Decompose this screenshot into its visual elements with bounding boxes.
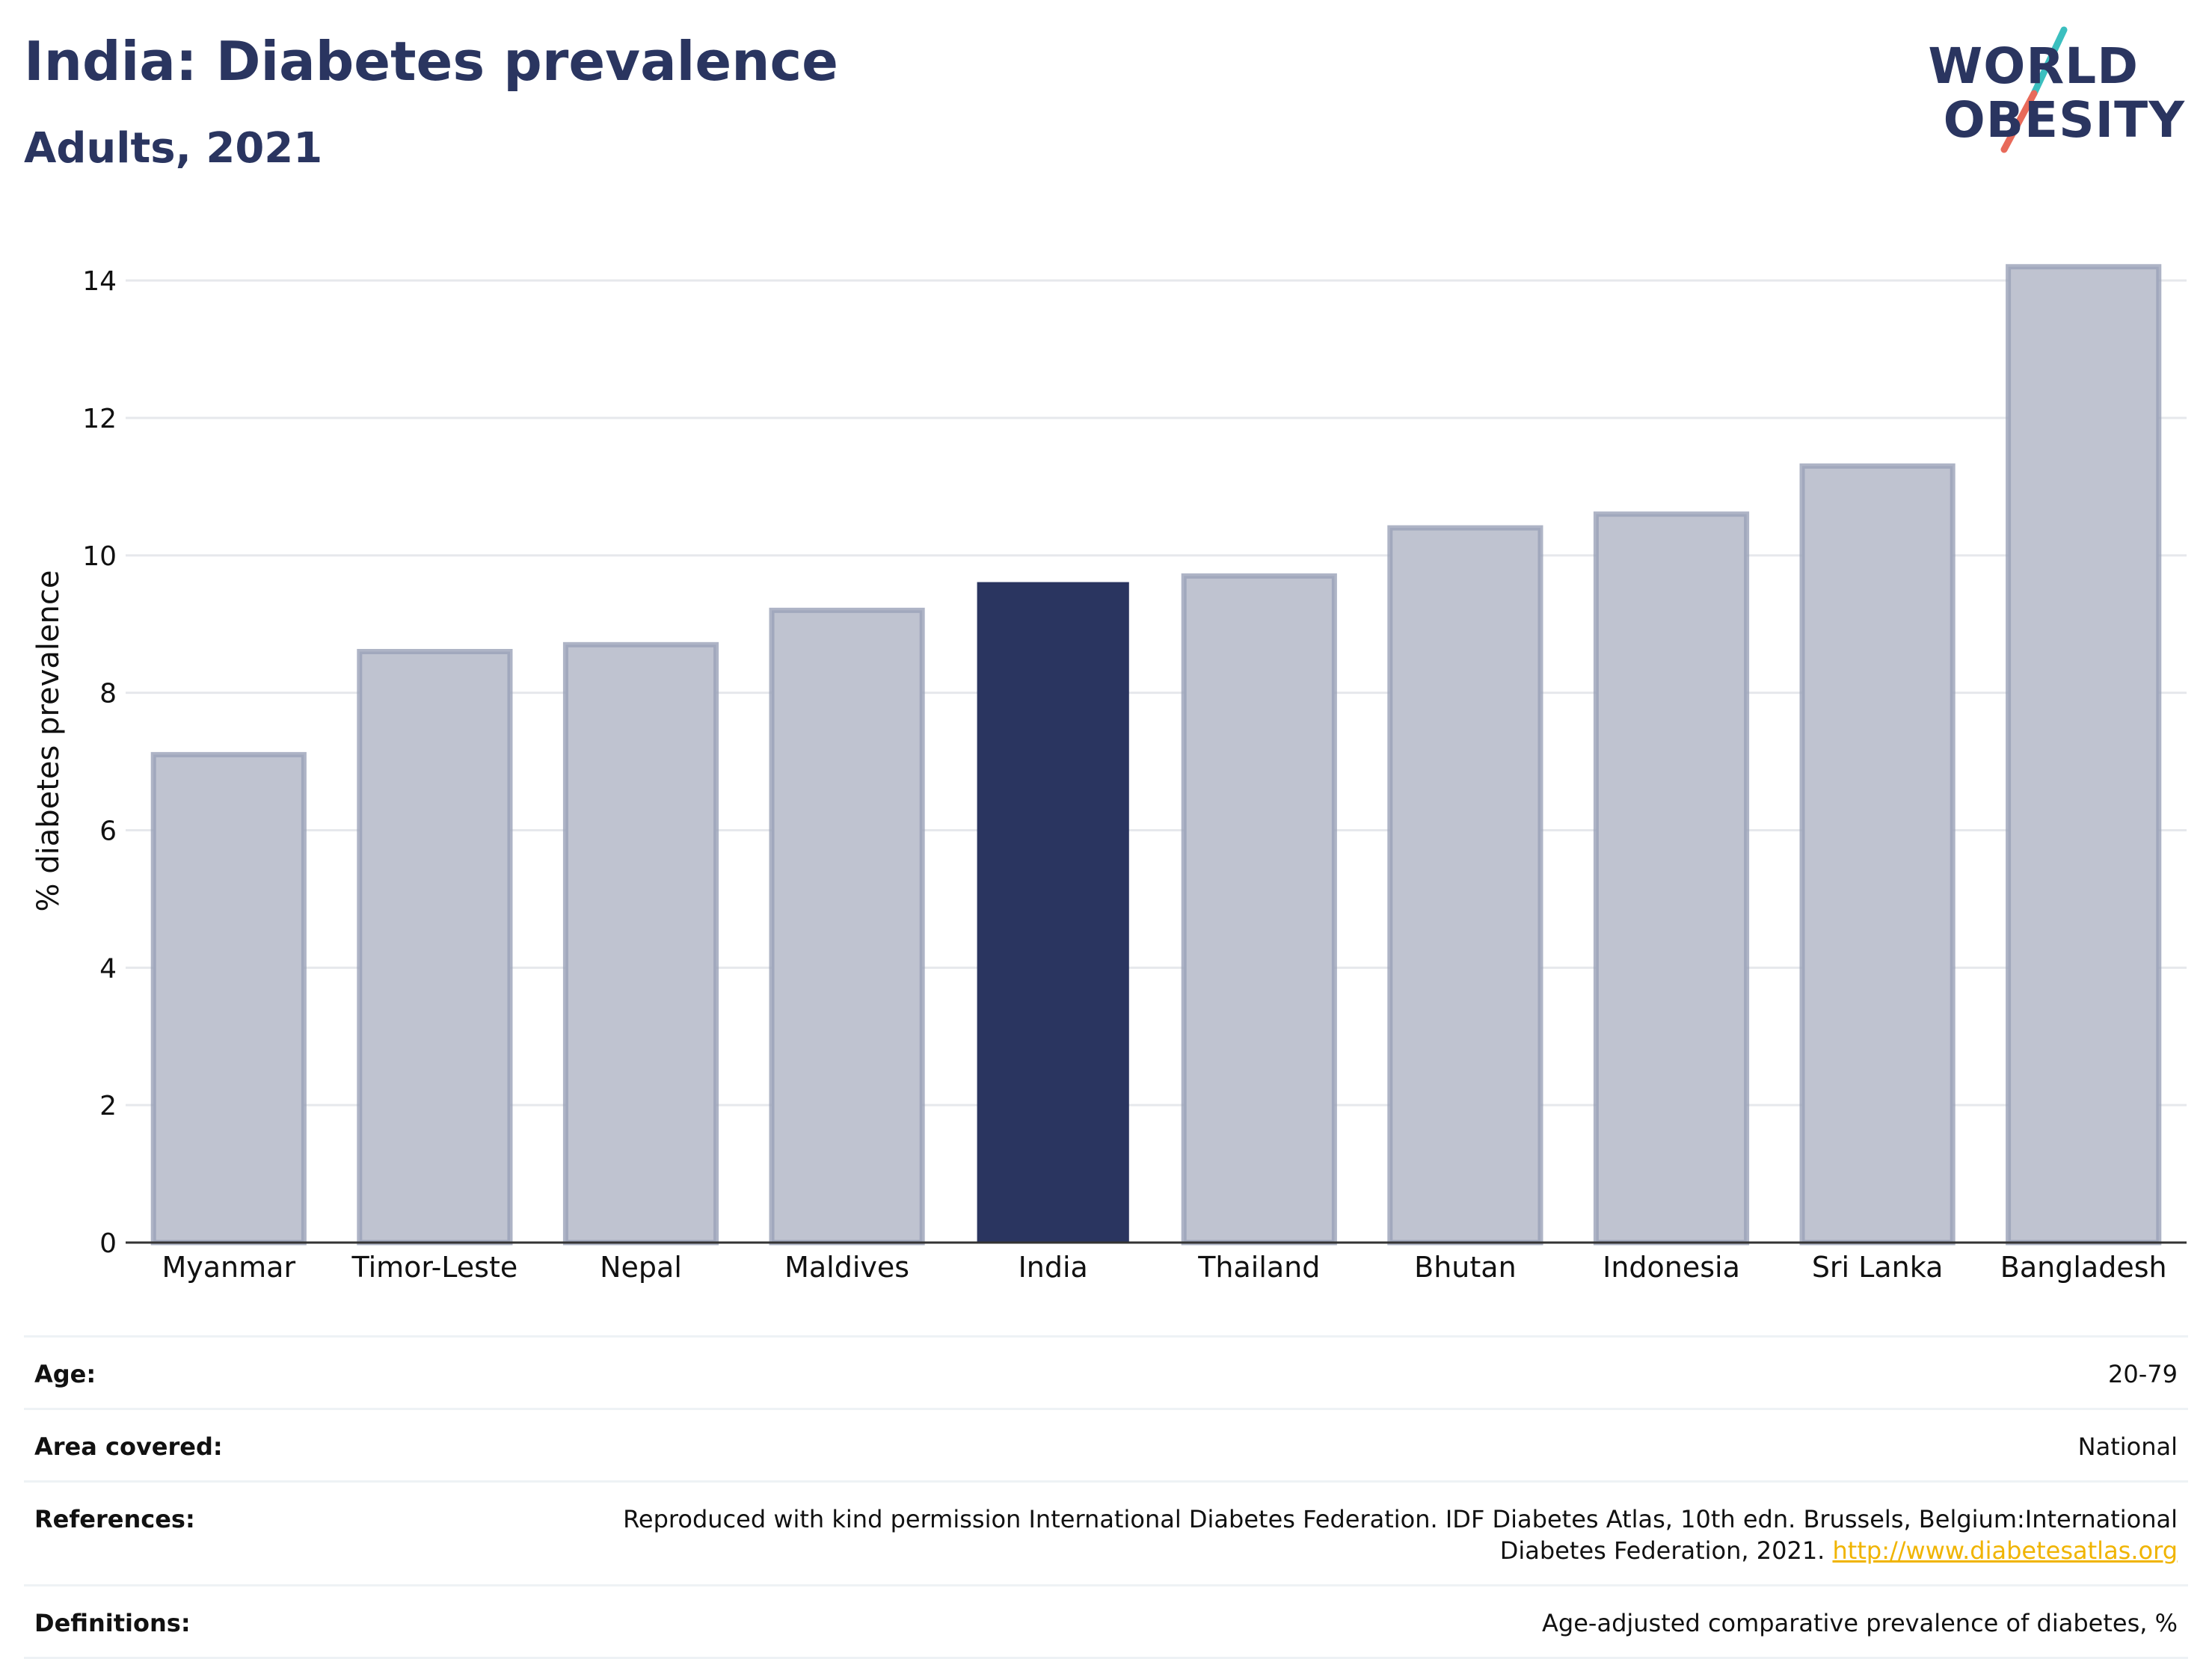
y-tick-label: 4 — [99, 953, 117, 984]
diabetes-atlas-link[interactable]: http://www.diabetesatlas.org — [1832, 1536, 2178, 1565]
y-tick-label: 14 — [82, 266, 117, 297]
meta-value: Reproduced with kind permission Internat… — [607, 1503, 2178, 1566]
bar — [357, 649, 513, 1246]
meta-label: Area covered: — [34, 1432, 223, 1461]
x-tick-label: Maldives — [784, 1251, 909, 1284]
meta-row-references: References: Reproduced with kind permiss… — [24, 1480, 2188, 1584]
page-subtitle: Adults, 2021 — [24, 124, 323, 173]
bar — [1181, 573, 1337, 1246]
y-tick-label: 6 — [99, 816, 117, 846]
y-tick-label: 2 — [99, 1091, 117, 1121]
logo-text-world: WORLD — [1928, 37, 2139, 95]
x-tick-label: Nepal — [600, 1251, 682, 1284]
bar — [1593, 511, 1750, 1246]
bar — [2006, 264, 2162, 1246]
references-text: Reproduced with kind permission Internat… — [623, 1505, 2178, 1565]
bar-chart: 0 2 4 6 8 10 12 14 % diabetes prevalence Myanmar T… — [31, 264, 2187, 1284]
y-axis-title: % diabetes prevalence — [31, 570, 66, 911]
logo-slash-icon — [2000, 26, 2068, 153]
meta-value: National — [2077, 1432, 2178, 1461]
x-tick-label: India — [1019, 1251, 1088, 1284]
meta-label: Definitions: — [34, 1609, 191, 1637]
meta-row-age: Age: 20-79 — [24, 1335, 2188, 1408]
meta-value: 20-79 — [2108, 1360, 2178, 1388]
metadata-table: Age: 20-79 Area covered: National Refere… — [24, 1335, 2188, 1659]
x-tick-label: Sri Lanka — [1812, 1251, 1944, 1284]
bar — [1799, 463, 1956, 1246]
bar — [769, 607, 925, 1246]
y-tick-label: 10 — [82, 541, 117, 572]
x-tick-label: Bangladesh — [2000, 1251, 2167, 1284]
x-tick-label: Timor-Leste — [351, 1251, 518, 1284]
bar — [150, 751, 307, 1246]
meta-label: References: — [34, 1505, 195, 1533]
page-title: India: Diabetes prevalence — [24, 30, 838, 93]
y-tick-label: 0 — [99, 1228, 117, 1259]
meta-label: Age: — [34, 1360, 96, 1388]
x-tick-label: Bhutan — [1414, 1251, 1517, 1284]
x-tick-label: Indonesia — [1603, 1251, 1740, 1284]
y-tick-label: 8 — [99, 679, 117, 710]
world-obesity-logo: WORLD OBESITY — [1928, 22, 2199, 157]
bar — [1387, 525, 1543, 1246]
logo-text-obesity: OBESITY — [1943, 91, 2185, 149]
bar — [562, 641, 719, 1246]
bar-highlight — [977, 582, 1129, 1243]
x-tick-label: Myanmar — [162, 1251, 296, 1284]
meta-value: Age-adjusted comparative prevalence of d… — [1542, 1609, 2178, 1637]
x-tick-label: Thailand — [1197, 1251, 1320, 1284]
meta-row-area-covered: Area covered: National — [24, 1408, 2188, 1480]
meta-row-definitions: Definitions: Age-adjusted comparative pr… — [24, 1584, 2188, 1659]
y-tick-label: 12 — [82, 404, 117, 434]
